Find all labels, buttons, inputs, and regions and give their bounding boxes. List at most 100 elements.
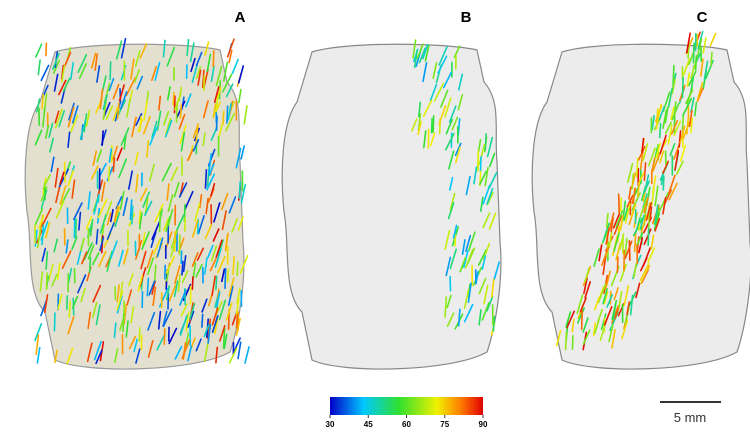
arrow (137, 275, 144, 292)
arrow (209, 258, 217, 272)
arrow (158, 95, 162, 111)
arrow (96, 65, 101, 83)
arrow (154, 264, 157, 281)
arrow (56, 262, 61, 281)
arrow (640, 214, 648, 233)
arrow (613, 287, 619, 301)
arrow (481, 255, 487, 270)
arrow (134, 50, 141, 68)
arrow (486, 296, 494, 312)
arrow (112, 83, 120, 100)
arrow (236, 261, 239, 277)
arrow (161, 162, 172, 182)
arrow (686, 88, 693, 105)
arrow (120, 127, 130, 146)
arrow (432, 62, 438, 79)
arrow (116, 291, 124, 311)
arrow (631, 172, 637, 186)
arrow (233, 337, 241, 352)
arrow (176, 214, 185, 231)
arrow (168, 327, 178, 345)
arrow (165, 117, 172, 135)
arrow (582, 317, 589, 333)
arrow (180, 303, 189, 317)
arrow (235, 297, 240, 317)
arrow (210, 182, 216, 197)
arrow (210, 245, 218, 262)
arrow (710, 51, 713, 66)
arrow (628, 186, 632, 200)
arrow (667, 87, 674, 109)
arrow (52, 59, 61, 74)
arrow (682, 58, 691, 76)
arrow (618, 290, 623, 309)
arrow (93, 194, 100, 215)
arrow (465, 235, 472, 252)
arrow (204, 169, 208, 189)
arrow (592, 322, 597, 337)
arrow (136, 75, 144, 90)
arrow (694, 55, 698, 71)
arrow (228, 49, 233, 64)
arrow (466, 247, 476, 266)
arrow (49, 137, 55, 153)
arrow (686, 117, 690, 135)
arrow (635, 282, 641, 299)
arrow (116, 102, 120, 120)
arrow (58, 79, 67, 96)
arrow (231, 218, 238, 233)
arrow (215, 275, 218, 291)
arrow (600, 313, 607, 331)
arrow (240, 145, 245, 160)
arrow (42, 107, 46, 128)
arrow (154, 203, 164, 223)
arrow (631, 187, 637, 205)
arrow (131, 116, 137, 138)
arrow (656, 103, 662, 122)
arrow (48, 122, 54, 139)
arrow (411, 118, 418, 132)
arrow (454, 142, 462, 157)
arrow (237, 216, 244, 232)
arrow (703, 60, 709, 81)
arrow (106, 212, 112, 226)
arrow (238, 88, 242, 104)
arrow (658, 192, 669, 212)
arrow (481, 301, 490, 321)
arrow (224, 267, 227, 290)
arrow (463, 303, 474, 323)
arrow (449, 248, 457, 270)
arrow (184, 190, 194, 211)
arrow (566, 310, 576, 329)
arrow (678, 130, 682, 148)
arrow (35, 43, 43, 58)
arrow (68, 102, 75, 121)
arrow (144, 200, 153, 217)
arrow (68, 300, 72, 318)
arrow (65, 239, 69, 254)
arrow (664, 121, 672, 135)
arrow (211, 315, 219, 334)
arrow (222, 110, 225, 125)
arrow (167, 194, 174, 213)
arrow (139, 43, 148, 59)
arrow (92, 301, 98, 319)
arrow (214, 247, 222, 268)
arrow (135, 113, 143, 127)
arrow (668, 174, 676, 194)
arrow (637, 171, 645, 185)
arrow (605, 227, 610, 245)
colorbar-tick-label: 60 (402, 420, 411, 429)
arrow (669, 142, 676, 157)
arrow (195, 263, 203, 278)
arrow (619, 214, 624, 231)
arrow (85, 215, 93, 230)
arrow (166, 46, 176, 67)
arrow (162, 217, 170, 231)
arrow (35, 334, 40, 356)
arrow (179, 124, 187, 145)
arrow (204, 224, 213, 240)
arrow (615, 242, 622, 261)
arrow (102, 94, 108, 111)
